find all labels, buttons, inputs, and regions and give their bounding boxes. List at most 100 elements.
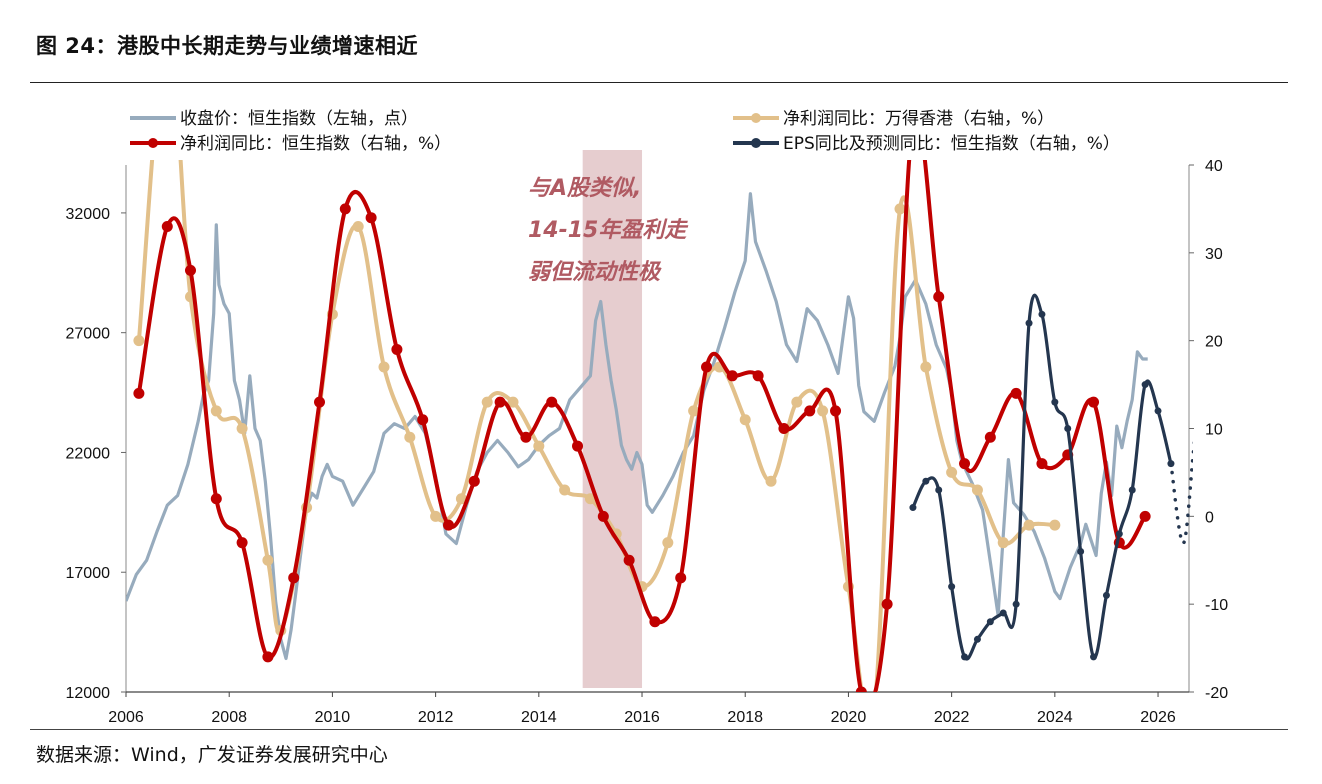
series-1-point [688,405,700,417]
series-1-point [1049,519,1061,531]
series-3-point [1077,547,1085,555]
series-2-point [494,396,506,408]
series-1-point [662,537,674,549]
legend-label: 收盘价：恒生指数（左轴，点） [180,109,418,129]
annotation-line: 与A股类似, [528,176,641,201]
series-1-point [920,361,932,373]
series-1-point [765,475,777,487]
series-2-point [185,264,197,276]
series-2-point [804,405,816,417]
x-tick-label: 2026 [1140,709,1176,726]
series-3-point [1090,653,1098,661]
series-2-point [855,686,867,692]
series-1-point [791,396,803,408]
series-1-point [210,405,222,417]
series-1-point [352,220,364,232]
x-tick-label: 2006 [108,709,144,726]
series-3-point [1064,425,1072,432]
x-tick-label: 2020 [831,709,867,726]
series-2-point [778,423,790,434]
series-2 [133,160,1151,692]
y-right-tick-label: 40 [1205,158,1223,175]
series-2-point [830,405,842,417]
series-1-point [430,510,442,522]
series-2-point [1010,387,1022,399]
legend-entry: EPS同比及预测同比：恒生指数（右轴，%） [733,134,1120,154]
series-1-point [378,361,390,373]
legend-layer: 收盘价：恒生指数（左轴，点） 净利润同比：万得香港（右轴，%） 净利润同比：恒生指数… [130,109,1120,154]
series-4-line [1169,439,1193,545]
series-layer [126,160,1193,692]
series-2-point [391,343,403,355]
legend-label: 净利润同比：恒生指数（右轴，%） [180,134,451,154]
series-2-point [468,475,480,487]
y-left-tick-label: 17000 [66,565,111,582]
series-2-point [546,396,558,408]
series-2-point [572,440,584,452]
series-2-point [288,572,300,584]
series-3-point [986,618,994,626]
series-2-point [701,361,713,373]
legend-swatch-marker [751,113,761,123]
x-tick-label: 2008 [211,709,247,726]
series-1-point [946,466,958,478]
shaded-period [582,150,643,688]
series-2-point [726,370,738,382]
series-1-point [507,396,519,408]
x-tick-label: 2016 [624,709,660,726]
series-1-point [997,537,1009,549]
series-2-point [520,431,532,443]
series-1-point [559,484,571,496]
series-1-point [455,493,467,505]
x-tick-label: 2022 [934,709,970,726]
annotation-line: 弱但流动性极 [528,260,662,285]
legend-swatch-marker [751,138,761,148]
y-right-tick-label: 0 [1205,509,1214,526]
series-2-point [933,291,945,303]
y-left-tick-label: 22000 [66,445,111,462]
series-3-point [948,583,956,591]
figure-title: 图 24：港股中长期走势与业绩增速相近 [36,34,419,58]
series-3-point [935,486,943,494]
x-tick-label: 2024 [1037,709,1073,726]
series-2-point [210,493,222,505]
legend-label: 净利润同比：万得香港（右轴，%） [783,109,1054,129]
y-right-tick-label: -10 [1205,597,1228,614]
series-2-point [597,510,609,522]
series-1-point [817,405,829,417]
y-right-tick-label: 20 [1205,334,1223,351]
series-1-point [404,431,416,443]
series-1-point [739,414,751,426]
legend-label: EPS同比及预测同比：恒生指数（右轴，%） [783,134,1120,154]
title-rule [30,82,1288,83]
series-1-point [894,203,906,215]
x-tick-label: 2010 [315,709,351,726]
y-right-tick-label: -20 [1205,685,1228,702]
series-2-point [133,387,145,399]
y-left-tick-label: 12000 [66,685,111,702]
x-tick-label: 2018 [727,709,763,726]
series-2-point [649,616,661,628]
series-2-point [443,519,455,531]
series-3-point [1012,600,1020,608]
series-2-point [1139,510,1151,522]
series-3-point [961,653,969,661]
y-left-tick-label: 27000 [66,326,111,343]
series-3-point [999,609,1007,617]
legend-swatch-marker [148,138,158,148]
series-2-point [314,396,326,408]
x-tick-label: 2014 [521,709,557,726]
series-2-point [417,414,429,426]
legend-entry: 净利润同比：恒生指数（右轴，%） [130,134,451,154]
series-3-point [1141,381,1149,389]
series-1-point [971,484,983,496]
series-2-point [752,370,764,382]
annotation-line: 14-15年盈利走 [528,217,688,243]
series-1-point [584,493,596,505]
series-3-point [909,504,917,512]
source-note: 数据来源：Wind，广发证券发展研究中心 [36,744,388,766]
series-1-point [481,396,493,408]
series-1-point [133,335,145,347]
series-3-point [1115,530,1123,538]
